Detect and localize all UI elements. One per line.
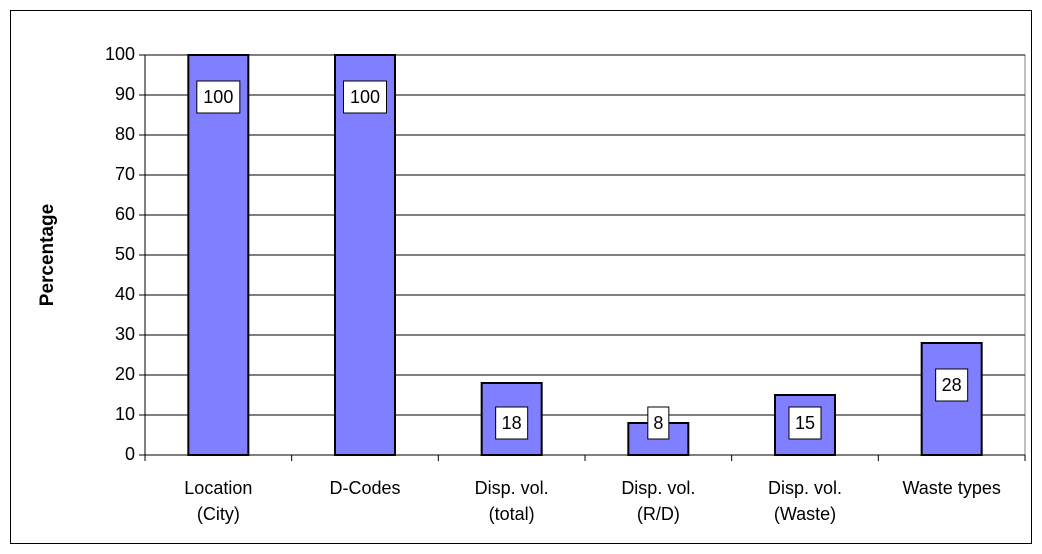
x-tick-label-line: (R/D) (637, 504, 680, 524)
y-tick-label: 80 (115, 124, 135, 144)
data-label: 100 (350, 87, 380, 107)
x-tick-label: Disp. vol. (Waste) (768, 478, 842, 524)
x-tick-label-line: (total) (489, 504, 535, 524)
x-tick-label: Waste types (902, 478, 1000, 498)
y-tick-label: 20 (115, 364, 135, 384)
y-tick-label: 0 (125, 444, 135, 464)
y-tick-label: 50 (115, 244, 135, 264)
x-tick-label-line: D-Codes (329, 478, 400, 498)
y-tick-label: 60 (115, 204, 135, 224)
x-tick-label-line: Waste types (902, 478, 1000, 498)
x-tick-label: Disp. vol. (R/D) (621, 478, 695, 524)
x-tick-label: D-Codes (329, 478, 400, 498)
x-tick-label: Disp. vol. (total) (475, 478, 549, 524)
x-tick-label-line: (Waste) (774, 504, 836, 524)
x-tick-label-line: Disp. vol. (475, 478, 549, 498)
bar (187, 54, 250, 456)
data-label-box (788, 406, 822, 440)
data-label-box (647, 406, 670, 440)
x-tick-label-line: Location (184, 478, 252, 498)
y-tick-label: 40 (115, 284, 135, 304)
y-axis-label: Percentage (37, 204, 58, 306)
x-tick-label: Location (City) (184, 478, 252, 524)
data-label-box (935, 368, 969, 402)
x-tick-label-line: Disp. vol. (768, 478, 842, 498)
data-label: 28 (942, 375, 962, 395)
data-label-box (495, 406, 529, 440)
data-label-box (343, 80, 387, 114)
bar (334, 54, 396, 456)
y-tick-label: 30 (115, 324, 135, 344)
data-label: 18 (502, 413, 522, 433)
data-label: 8 (653, 413, 663, 433)
y-tick-label: 70 (115, 164, 135, 184)
x-tick-label-line: (City) (197, 504, 240, 524)
x-tick-label-line: Disp. vol. (621, 478, 695, 498)
data-label: 15 (795, 413, 815, 433)
y-tick-label: 100 (105, 44, 135, 64)
data-label-box (196, 80, 241, 114)
y-tick-label: 90 (115, 84, 135, 104)
y-tick-label: 10 (115, 404, 135, 424)
data-label: 100 (203, 87, 233, 107)
